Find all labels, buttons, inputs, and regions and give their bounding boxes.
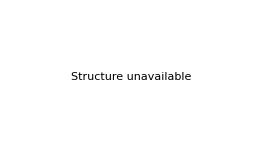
Text: Structure unavailable: Structure unavailable	[71, 72, 191, 82]
